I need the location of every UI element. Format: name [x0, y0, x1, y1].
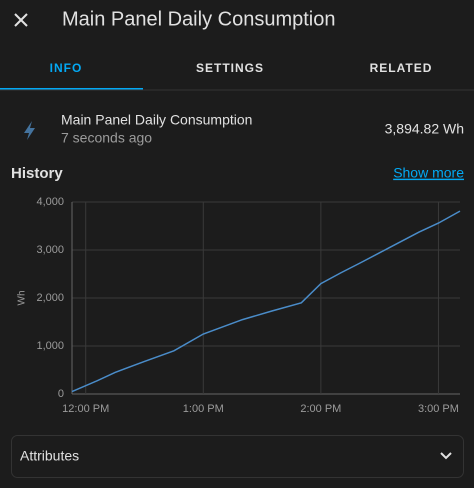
- x-tick-label: 3:00 PM: [418, 403, 459, 415]
- expand-icon: [440, 452, 452, 460]
- attributes-title: Attributes: [20, 448, 79, 464]
- entity-state: 3,894.82 Wh: [385, 121, 464, 137]
- x-tick-label: 12:00 PM: [62, 403, 109, 415]
- tab[interactable]: SETTINGS: [196, 61, 264, 75]
- x-tick-label: 1:00 PM: [183, 403, 224, 415]
- tab[interactable]: RELATED: [370, 61, 433, 75]
- y-tick-label: 2,000: [36, 292, 64, 304]
- y-tick-label: 3,000: [36, 244, 64, 256]
- y-tick-label: 4,000: [36, 196, 64, 208]
- entity-name: Main Panel Daily Consumption: [61, 112, 252, 128]
- chart: 0 1,000 2,000 3,000 4,000 12:00 PM 1:00 PM 2:00…: [36, 196, 461, 415]
- entity-icon: [24, 121, 35, 140]
- tab-indicator: [0, 88, 143, 90]
- close-button[interactable]: [14, 13, 28, 27]
- y-tick-label: 0: [58, 388, 64, 400]
- dialog-title: Main Panel Daily Consumption: [62, 8, 335, 30]
- x-tick-label: 2:00 PM: [300, 403, 341, 415]
- attributes-panel[interactable]: [11, 435, 464, 478]
- history-title: History: [11, 165, 63, 182]
- line-series: [71, 210, 461, 393]
- entity-updated: 7 seconds ago: [61, 130, 152, 146]
- show-more-link[interactable]: Show more: [393, 165, 464, 181]
- y-axis-label: Wh: [17, 291, 28, 306]
- y-tick-label: 1,000: [36, 340, 64, 352]
- tab[interactable]: INFO: [50, 61, 83, 75]
